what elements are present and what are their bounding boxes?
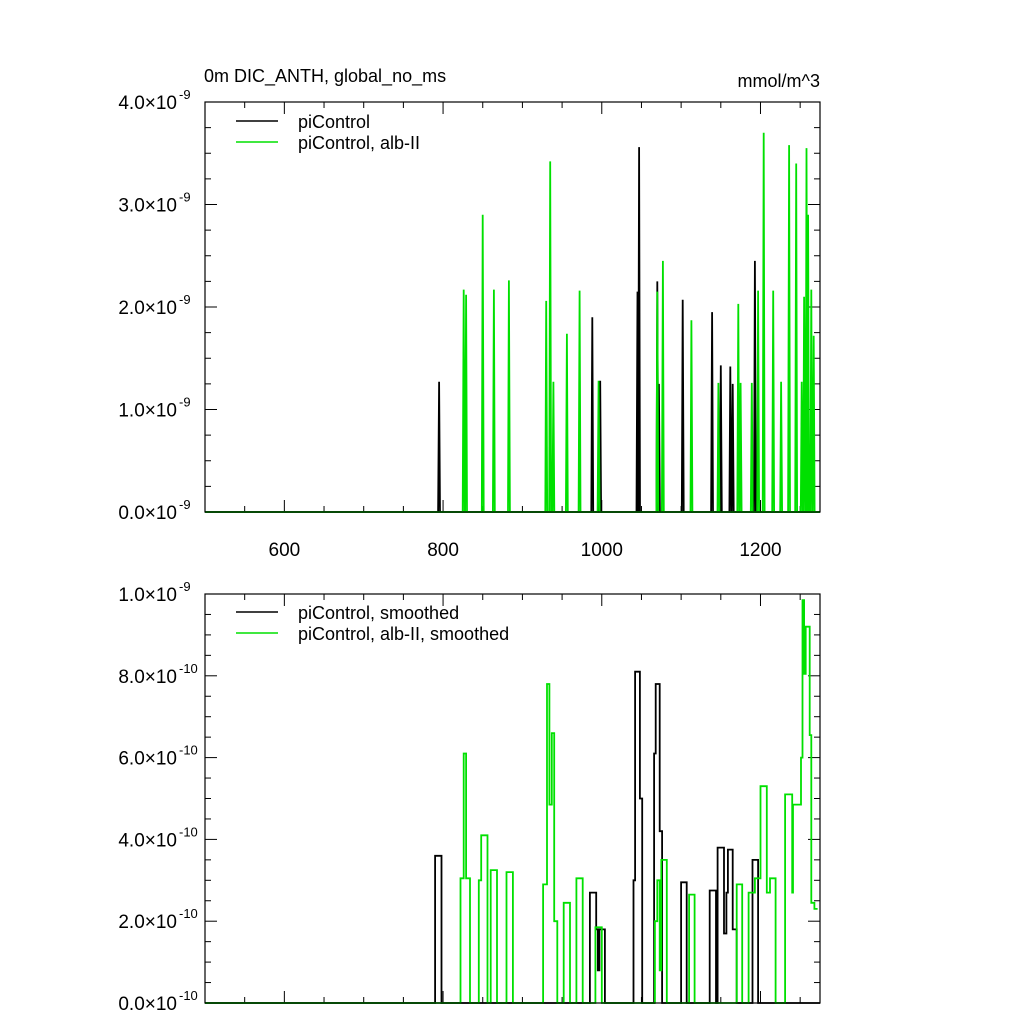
top-legend: piControl piControl, alb-II bbox=[236, 112, 420, 153]
top-chart-units: mmol/m^3 bbox=[738, 71, 820, 91]
bottom-series-line-0 bbox=[205, 670, 820, 1004]
bottom-y-tick-exponent: -10 bbox=[179, 906, 198, 921]
top-y-tick-label: 2.0×10 bbox=[118, 298, 177, 319]
top-x-tick-label: 1000 bbox=[581, 540, 623, 561]
bottom-series bbox=[205, 599, 820, 1004]
top-y-tick-exponent: -9 bbox=[179, 190, 191, 205]
bottom-y-tick-label: 1.0×10 bbox=[118, 585, 177, 606]
legend-label-picontrol-alb-ii-smoothed: piControl, alb-II, smoothed bbox=[298, 624, 509, 644]
bottom-y-tick-label: 4.0×10 bbox=[118, 830, 177, 851]
bottom-y-tick-exponent: -10 bbox=[179, 824, 198, 839]
top-y-tick-exponent: -9 bbox=[179, 395, 191, 410]
bottom-y-tick-label: 6.0×10 bbox=[118, 749, 177, 770]
bottom-y-tick-labels: 0.0×10 -102.0×10 -104.0×10 -106.0×10 -108.0×… bbox=[118, 579, 197, 1015]
top-x-tick-label: 1200 bbox=[739, 540, 781, 561]
bottom-y-tick-exponent: -10 bbox=[179, 661, 198, 676]
bottom-plot-frame bbox=[204, 593, 821, 1004]
legend-label-picontrol: piControl bbox=[298, 112, 370, 132]
legend-label-picontrol-smoothed: piControl, smoothed bbox=[298, 603, 459, 623]
top-x-tick-labels: 600 800 1000 1200 bbox=[269, 540, 782, 561]
top-major-ticks bbox=[205, 101, 820, 513]
top-series-line-0 bbox=[205, 147, 820, 513]
top-y-tick-label: 4.0×10 bbox=[118, 93, 177, 114]
top-chart-title: 0m DIC_ANTH, global_no_ms bbox=[204, 66, 446, 87]
top-series bbox=[205, 132, 820, 513]
top-y-tick-labels: 0.0×10 -91.0×10 -92.0×10 -93.0×10 -94.0×10 -9 bbox=[118, 87, 190, 524]
bottom-y-tick-label: 2.0×10 bbox=[118, 912, 177, 933]
top-panel: 0m DIC_ANTH, global_no_ms mmol/m^3 0.0×1… bbox=[118, 66, 821, 561]
top-series-line-1 bbox=[205, 132, 820, 513]
top-y-tick-label: 1.0×10 bbox=[118, 401, 177, 422]
top-x-tick-label: 600 bbox=[269, 540, 301, 561]
top-y-tick-exponent: -9 bbox=[179, 497, 191, 512]
top-y-tick-exponent: -9 bbox=[179, 87, 191, 102]
bottom-y-tick-label: 8.0×10 bbox=[118, 667, 177, 688]
top-y-tick-label: 3.0×10 bbox=[118, 196, 177, 217]
top-y-tick-exponent: -9 bbox=[179, 292, 191, 307]
top-x-tick-label: 800 bbox=[427, 540, 459, 561]
bottom-series-line-1 bbox=[205, 599, 818, 1004]
top-minor-ticks bbox=[204, 102, 820, 512]
bottom-panel: 0.0×10 -102.0×10 -104.0×10 -106.0×10 -108.0×… bbox=[118, 579, 821, 1015]
bottom-y-tick-exponent: -9 bbox=[179, 579, 191, 594]
bottom-y-tick-exponent: -10 bbox=[179, 743, 198, 758]
top-plot-frame bbox=[204, 101, 821, 513]
bottom-y-tick-exponent: -10 bbox=[179, 988, 198, 1003]
top-y-tick-label: 0.0×10 bbox=[118, 503, 177, 524]
legend-label-picontrol-alb-ii: piControl, alb-II bbox=[298, 133, 420, 153]
bottom-legend: piControl, smoothed piControl, alb-II, s… bbox=[236, 603, 509, 644]
bottom-y-tick-label: 0.0×10 bbox=[118, 994, 177, 1015]
